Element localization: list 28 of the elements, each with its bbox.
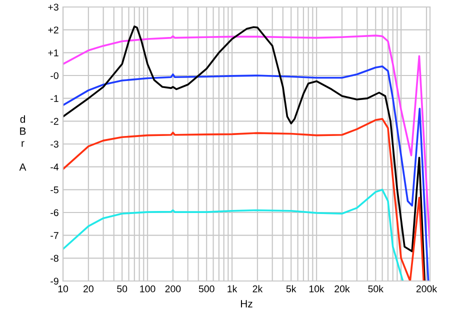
y-tick-label: -2: [50, 118, 58, 125]
x-axis-title: Hz: [240, 300, 252, 308]
x-tick-label: 100: [140, 285, 156, 292]
y-tick-label: +3: [48, 4, 58, 11]
x-tick-label: 20k: [334, 285, 350, 292]
y-tick-label: -0: [50, 72, 58, 80]
x-tick-label: 50k: [368, 285, 384, 292]
y-tick-label: +1: [48, 50, 58, 56]
x-tick-label: 20: [84, 285, 94, 292]
y-tick-label: -1: [50, 95, 58, 102]
y-tick-label: -5: [50, 186, 58, 194]
y-tick-label: -9: [50, 278, 58, 285]
y-tick-label: -3: [50, 140, 58, 148]
y-tick-label: -8: [50, 254, 58, 262]
x-tick-label: 10: [58, 285, 68, 292]
text: dBr A: [19, 115, 26, 171]
y-tick-label: +2: [48, 26, 58, 34]
x-tick-label: 500: [198, 285, 214, 292]
x-tick-label: 200k: [416, 285, 438, 292]
x-tick-label: 1k: [228, 285, 238, 292]
x-tick-label: 200: [165, 285, 181, 292]
x-tick-label: 10k: [309, 285, 324, 292]
y-tick-label: -7: [50, 232, 58, 239]
y-tick-label: -6: [50, 209, 58, 216]
y-tick-label: -4: [50, 164, 59, 170]
x-tick-label: 2k: [252, 285, 263, 292]
x-tick-label: 50: [117, 285, 128, 292]
x-tick-label: 5k: [286, 285, 296, 292]
